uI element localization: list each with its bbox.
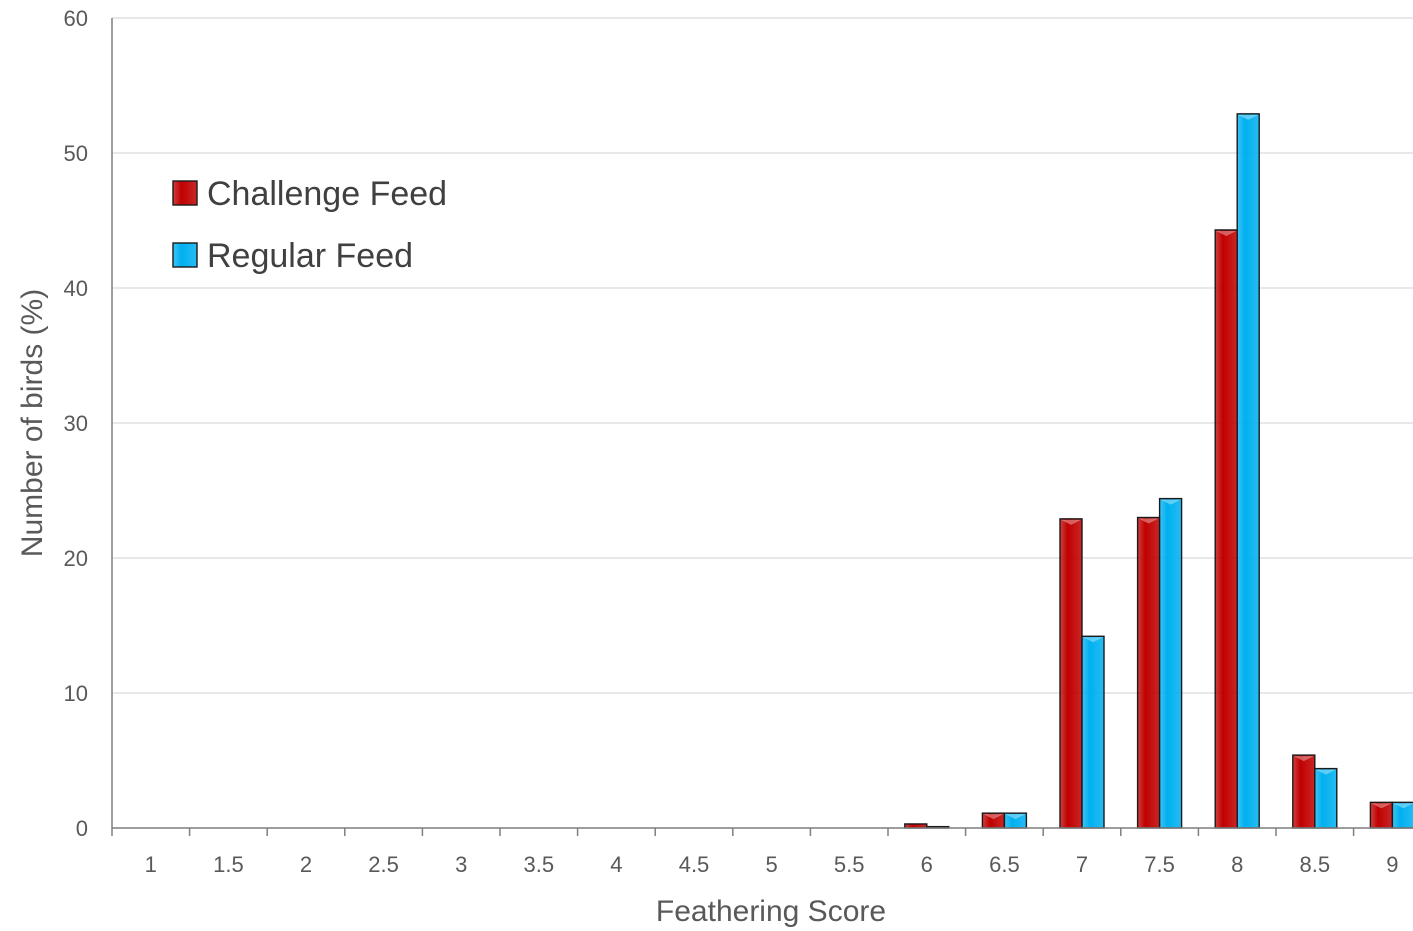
x-axis-title: Feathering Score: [656, 895, 886, 928]
x-tick-labels: 1 1.5 2 2.5 3 3.5 4 4.5 5 5.5 6 6.5 7 7.5 8 8.5 9: [145, 852, 1399, 877]
x-tick-label: 2.5: [368, 852, 399, 877]
bar-challenge-feed: [1214, 229, 1238, 829]
x-tick-label: 4.5: [679, 852, 710, 877]
x-tick-label: 8: [1231, 852, 1243, 877]
bar-cap-highlight: [1005, 814, 1026, 820]
bar-cap-highlight: [1315, 769, 1336, 775]
x-tick-label: 2: [300, 852, 312, 877]
x-tick-label: 3.5: [524, 852, 555, 877]
x-tick-label: 8.5: [1300, 852, 1331, 877]
bar-cap-highlight: [1083, 637, 1103, 643]
bar-cap-highlight: [1371, 803, 1392, 809]
bar-regular-feed: [1158, 497, 1183, 829]
bar-cap-highlight: [1393, 803, 1413, 809]
y-tick-labels: 0 10 20 30 40 50 60: [64, 6, 88, 841]
bar-cap-highlight: [983, 814, 1004, 820]
bar-cap-highlight: [1216, 230, 1237, 236]
legend-label: Challenge Feed: [207, 175, 447, 213]
bar-challenge-feed: [1059, 518, 1083, 829]
x-tick-label: 9: [1386, 852, 1398, 877]
bar-challenge-feed: [1292, 754, 1316, 829]
x-tick-label: 1.5: [213, 852, 244, 877]
y-tick-label: 40: [64, 276, 88, 301]
y-tick-label: 0: [76, 816, 88, 841]
x-tick-label: 6: [921, 852, 933, 877]
x-tick-label: 5: [765, 852, 777, 877]
x-tick-label: 7: [1076, 852, 1088, 877]
bar-regular-feed: [1081, 635, 1105, 829]
y-tick-label: 50: [64, 141, 88, 166]
legend: Challenge Feed Regular Feed: [172, 175, 447, 275]
y-tick-label: 10: [64, 681, 88, 706]
legend-swatch: [172, 180, 198, 206]
y-tick-label: 60: [64, 6, 88, 31]
bar-regular-feed: [1314, 767, 1338, 829]
legend-label: Regular Feed: [207, 237, 413, 275]
bar-challenge-feed: [1136, 516, 1161, 829]
legend-swatch: [172, 242, 198, 268]
x-tick-label: 4: [610, 852, 622, 877]
x-tick-label: 5.5: [834, 852, 865, 877]
y-tick-label: 30: [64, 411, 88, 436]
bar-cap-highlight: [1293, 756, 1314, 762]
gridlines: [112, 17, 1413, 694]
bar-cap-highlight: [1138, 518, 1159, 524]
x-tick-label: 3: [455, 852, 467, 877]
bar-cap-highlight: [1238, 114, 1259, 120]
x-tick-label: 1: [145, 852, 157, 877]
bar-regular-feed: [1236, 113, 1260, 829]
bar-cap-highlight: [1061, 519, 1081, 525]
bar-cap-highlight: [1160, 499, 1181, 505]
x-tick-label: 7.5: [1144, 852, 1175, 877]
axes: [111, 18, 1413, 836]
y-axis-title: Number of birds (%): [16, 289, 49, 557]
bars: [904, 113, 1413, 829]
y-tick-label: 20: [64, 546, 88, 571]
x-tick-label: 6.5: [989, 852, 1020, 877]
